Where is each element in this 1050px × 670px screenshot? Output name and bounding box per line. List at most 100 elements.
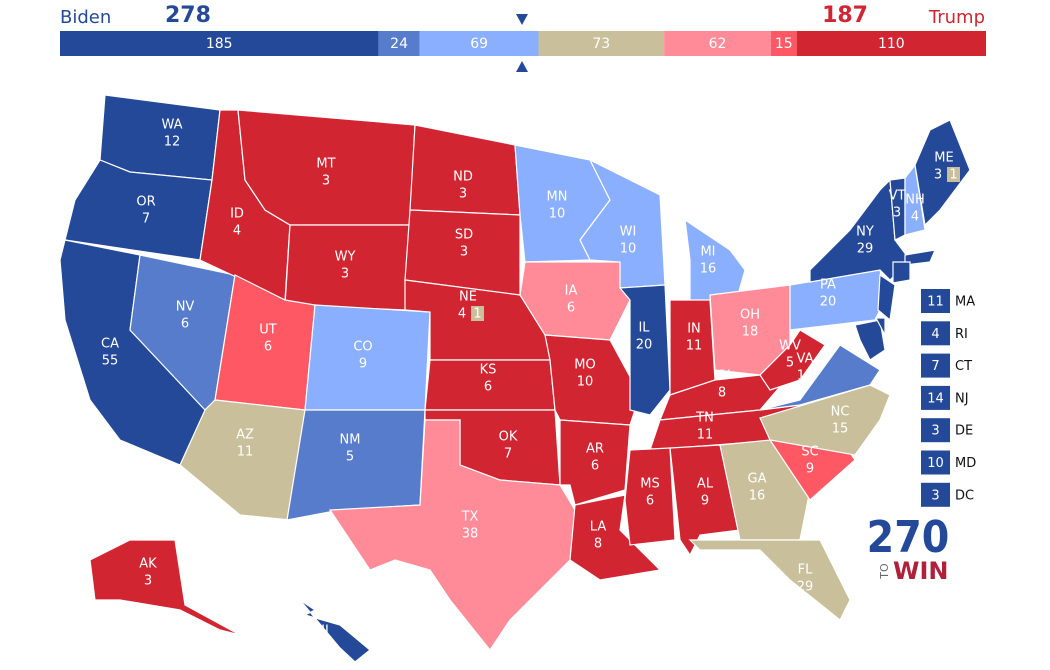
state-abbr: KY <box>714 369 730 384</box>
bar-label: 69 <box>470 36 488 52</box>
state-shape <box>904 163 926 236</box>
state-shape <box>875 317 886 336</box>
small-state-ev: 7 <box>931 359 939 374</box>
small-state-ev: 11 <box>927 295 944 310</box>
state-abbr: OK <box>499 430 518 445</box>
state-abbr: NM <box>340 433 361 448</box>
state-ev: 8 <box>594 537 602 552</box>
state-ev: 10 <box>577 375 594 390</box>
state-abbr: AR <box>586 442 604 457</box>
bar-segment <box>538 31 665 56</box>
state-abbr: WV <box>779 339 801 354</box>
split-box <box>947 167 960 182</box>
state-ev: 29 <box>797 580 814 595</box>
small-state-ev: 3 <box>931 488 939 503</box>
state-abbr: GA <box>748 472 767 487</box>
state-ev: 6 <box>181 317 189 332</box>
state-ev: 20 <box>636 338 653 353</box>
state-ev: 3 <box>322 174 330 189</box>
state-ev: 3 <box>341 267 349 282</box>
small-state-box <box>921 353 950 378</box>
state-ev: 3 <box>934 168 942 183</box>
state-abbr: FL <box>798 563 813 578</box>
state-ev: 38 <box>462 527 479 542</box>
bar-label: 62 <box>709 36 727 52</box>
state-ev: 3 <box>459 187 467 202</box>
state-abbr: NC <box>831 405 850 420</box>
state-shape <box>854 319 886 361</box>
bar-segment <box>664 31 771 56</box>
state-ev: 4 <box>233 224 241 239</box>
state-shape <box>618 284 671 416</box>
state-ev: 6 <box>264 340 272 355</box>
state-shape <box>789 269 886 331</box>
small-state-abbr: CT <box>955 359 972 374</box>
ev-bar: 185 24 69 73 62 15 110 <box>60 31 986 56</box>
state-shape <box>286 409 426 521</box>
state-ev: 55 <box>102 354 119 369</box>
state-abbr: WY <box>335 250 356 265</box>
state-ev: 11 <box>237 445 254 460</box>
state-abbr: IA <box>565 284 578 299</box>
state-abbr: VT <box>889 189 906 204</box>
state-ev: 6 <box>484 380 492 395</box>
split-ev: 1 <box>949 168 957 183</box>
state-shape <box>914 119 971 227</box>
trump-total: 187 <box>822 3 868 28</box>
state-abbr: MI <box>700 245 715 260</box>
small-state-box <box>921 289 950 313</box>
trump-name: Trump <box>928 7 985 28</box>
small-state-box <box>921 482 950 507</box>
state-ev: 6 <box>591 459 599 474</box>
state-ev: 13 <box>797 369 814 384</box>
state-ev: 3 <box>460 245 468 260</box>
biden-total: 278 <box>165 3 211 28</box>
bar-label: 110 <box>878 36 905 52</box>
biden-name: Biden <box>60 7 111 28</box>
state-abbr: NY <box>856 225 874 240</box>
state-shape <box>892 261 911 284</box>
state-abbr: LA <box>590 520 607 535</box>
small-state-box <box>921 450 950 475</box>
state-abbr: CA <box>101 337 119 352</box>
state-ev: 12 <box>164 135 181 150</box>
small-state-abbr: DC <box>955 488 974 503</box>
state-ev: 6 <box>567 301 575 316</box>
state-shape <box>89 539 241 636</box>
logo: 270 TO WIN <box>867 512 950 585</box>
state-abbr: NH <box>905 193 925 208</box>
state-abbr: AL <box>697 477 714 492</box>
state-ev: 16 <box>749 489 766 504</box>
state-abbr: WA <box>161 118 182 133</box>
state-ev: 3 <box>144 574 152 589</box>
state-shape <box>688 539 851 621</box>
state-abbr: VA <box>797 352 814 367</box>
state-ev: 8 <box>718 386 726 401</box>
state-abbr: MN <box>547 190 568 205</box>
marker-bottom <box>516 61 528 72</box>
state-abbr: OH <box>740 308 760 323</box>
state-abbr: WI <box>620 225 637 240</box>
state-shape <box>328 419 576 652</box>
state-shape <box>299 599 371 663</box>
state-abbr: MS <box>640 477 659 492</box>
state-shape <box>624 447 676 546</box>
bar-segment <box>419 31 539 56</box>
marker-top <box>516 14 528 25</box>
state-abbr: SC <box>801 445 818 460</box>
state-abbr: OR <box>136 195 155 210</box>
small-state-box <box>921 385 950 410</box>
small-state-box <box>921 321 950 346</box>
state-ev: 5 <box>786 356 794 371</box>
bar-label: 73 <box>592 36 610 52</box>
state-ev: 6 <box>646 494 654 509</box>
small-states: 11 MA 4 RI 7 CT 14 NJ 3 DE 10 MD 3 DC <box>921 289 976 507</box>
state-ev: 4 <box>911 210 919 225</box>
state-ev: 11 <box>697 428 714 443</box>
state-shape <box>759 329 826 391</box>
state-ev: 9 <box>806 462 814 477</box>
state-ev: 29 <box>857 242 874 257</box>
split-ev: 1 <box>473 307 481 322</box>
